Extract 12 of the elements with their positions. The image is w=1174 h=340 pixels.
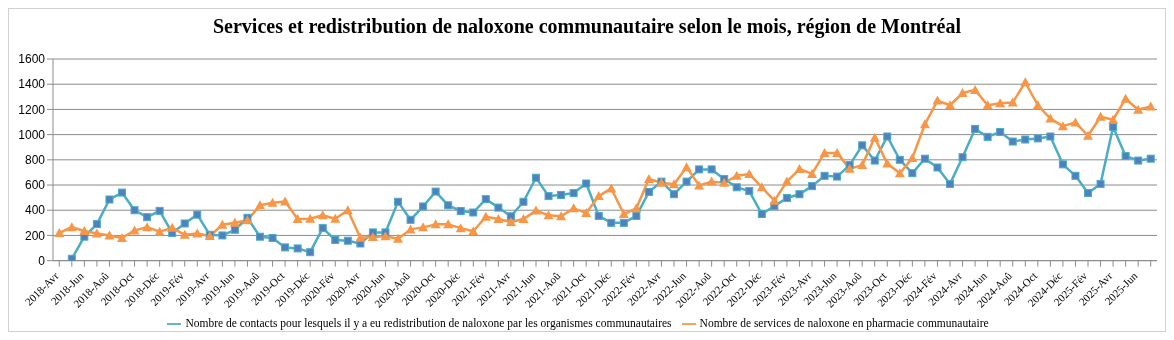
- y-tick-label: 400: [24, 203, 46, 218]
- legend-label: Nombre de services de naloxone en pharmacie communautaire: [699, 316, 989, 329]
- y-tick-label: 600: [24, 178, 46, 193]
- legend-label: Nombre de contacts pour lesquels il y a eu redistribution de naloxone par les organismes communautaires: [185, 316, 672, 329]
- y-tick-label: 800: [24, 153, 46, 168]
- y-tick-label: 1200: [18, 102, 46, 117]
- y-tick-label: 0: [38, 253, 46, 268]
- y-tick-label: 1600: [18, 52, 46, 67]
- y-tick-label: 200: [24, 228, 46, 243]
- chart-title: Services et redistribution de naloxone communautaire selon le mois, région de Montréal: [211, 14, 963, 40]
- y-tick-label: 1400: [18, 77, 46, 92]
- y-tick-label: 1000: [18, 127, 46, 142]
